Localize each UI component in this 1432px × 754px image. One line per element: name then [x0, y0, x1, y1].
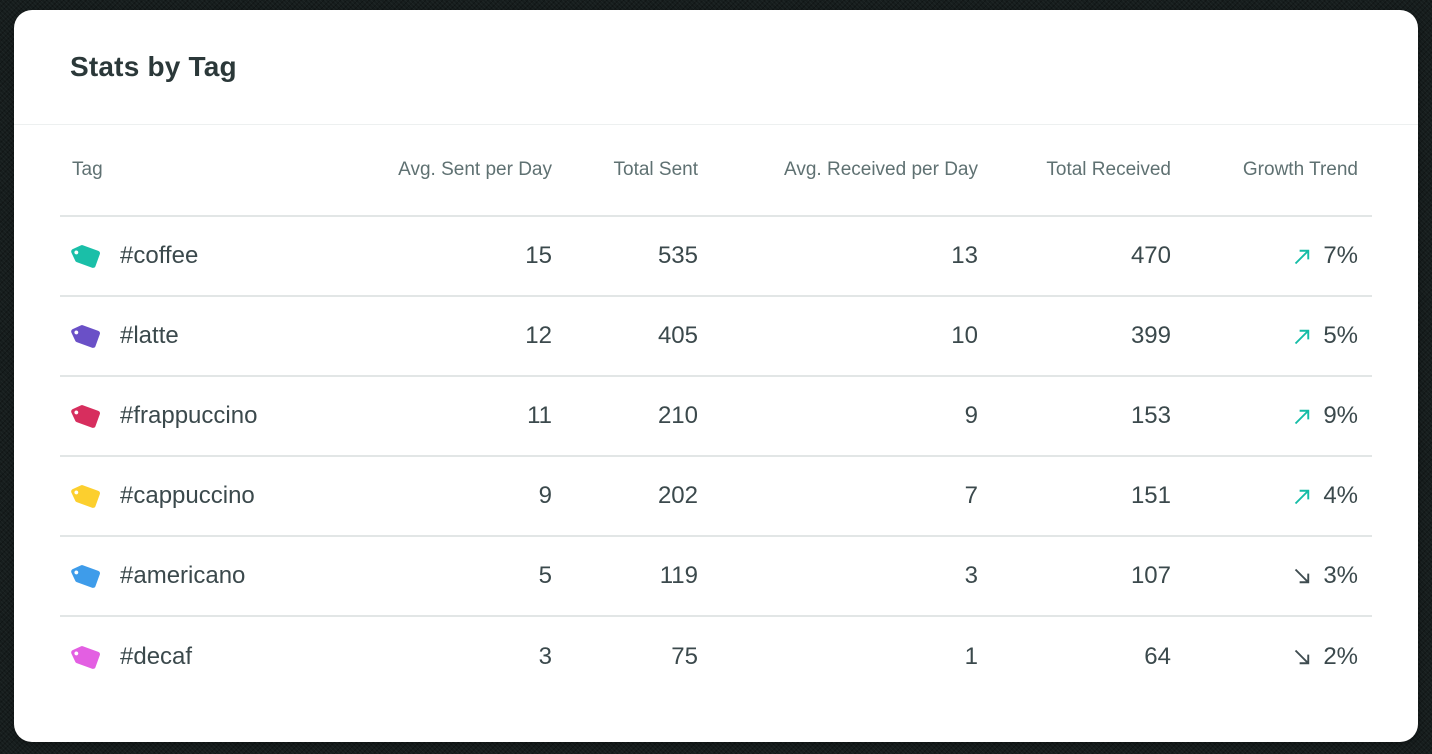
table-row: #cappuccino 9 202 7 151 4%: [60, 457, 1372, 537]
stats-table: Tag Avg. Sent per Day Total Sent Avg. Re…: [14, 125, 1418, 697]
table-row: #latte 12 405 10 399 5%: [60, 297, 1372, 377]
arrow-up-right-icon: [1291, 405, 1314, 428]
column-header-tag: Tag: [72, 159, 103, 180]
growth-trend-cell: 3%: [1171, 562, 1358, 590]
total-sent-value: 405: [657, 322, 698, 349]
arrow-up-right-icon: [1291, 485, 1314, 508]
tag-icon: [71, 561, 103, 592]
tag-label: #decaf: [120, 643, 193, 670]
arrow-down-right-icon: [1291, 646, 1314, 669]
table-row: #coffee 15 535 13 470 7%: [60, 217, 1372, 297]
tag-icon: [71, 401, 103, 432]
avg-received-per-day-value: 10: [951, 322, 978, 349]
growth-trend-cell: 4%: [1171, 482, 1358, 510]
arrow-down-right-icon: [1291, 565, 1314, 588]
total-sent-value: 535: [657, 242, 698, 269]
total-sent-value: 119: [659, 562, 698, 589]
column-header-total-sent: Total Sent: [613, 159, 699, 180]
total-received-value: 107: [1130, 562, 1171, 589]
column-header-total-received: Total Received: [1046, 159, 1171, 180]
trend-value: 2%: [1323, 643, 1358, 670]
table-row: #decaf 3 75 1 64 2%: [60, 617, 1372, 697]
tag-label: #frappuccino: [120, 402, 258, 429]
trend-value: 5%: [1323, 322, 1358, 349]
avg-received-per-day-value: 7: [964, 482, 978, 509]
total-received-value: 153: [1130, 402, 1171, 429]
tag-icon: [71, 321, 103, 352]
avg-received-per-day-value: 1: [964, 643, 978, 670]
total-sent-value: 210: [657, 402, 698, 429]
trend-value: 4%: [1323, 482, 1358, 509]
total-sent-value: 75: [671, 643, 698, 670]
trend-value: 9%: [1323, 402, 1358, 429]
avg-sent-per-day-value: 5: [538, 562, 552, 589]
tag-cell: #decaf: [71, 642, 362, 673]
table-header-row: Tag Avg. Sent per Day Total Sent Avg. Re…: [60, 125, 1372, 217]
avg-received-per-day-value: 13: [951, 242, 978, 269]
total-sent-value: 202: [657, 482, 698, 509]
avg-sent-per-day-value: 3: [538, 643, 552, 670]
tag-label: #coffee: [120, 242, 199, 269]
tag-label: #americano: [120, 562, 246, 589]
tag-cell: #coffee: [71, 241, 362, 272]
table-row: #frappuccino 11 210 9 153 9%: [60, 377, 1372, 457]
tag-icon: [71, 481, 103, 512]
avg-received-per-day-value: 9: [964, 402, 978, 429]
page-title: Stats by Tag: [70, 51, 237, 82]
column-header-avg-sent: Avg. Sent per Day: [398, 159, 552, 180]
avg-sent-per-day-value: 15: [525, 242, 552, 269]
tag-cell: #frappuccino: [71, 401, 362, 432]
tag-label: #latte: [120, 322, 179, 349]
total-received-value: 64: [1144, 643, 1171, 670]
column-header-growth-trend: Growth Trend: [1242, 159, 1358, 180]
tag-label: #cappuccino: [120, 482, 255, 509]
table-body: #coffee 15 535 13 470 7% #latte 12 405 1…: [60, 217, 1372, 697]
stats-card: Stats by Tag Tag Avg. Sent per Day Total…: [14, 10, 1418, 742]
total-received-value: 399: [1130, 322, 1171, 349]
tag-icon: [71, 241, 103, 272]
avg-sent-per-day-value: 11: [527, 402, 552, 429]
avg-sent-per-day-value: 9: [538, 482, 552, 509]
column-header-avg-received: Avg. Received per Day: [784, 159, 978, 180]
card-header: Stats by Tag: [14, 10, 1418, 125]
growth-trend-cell: 5%: [1171, 322, 1358, 350]
total-received-value: 470: [1130, 242, 1171, 269]
growth-trend-cell: 9%: [1171, 402, 1358, 430]
tag-icon: [71, 642, 103, 673]
trend-value: 3%: [1323, 562, 1358, 589]
arrow-up-right-icon: [1291, 325, 1314, 348]
tag-cell: #americano: [71, 561, 362, 592]
avg-received-per-day-value: 3: [964, 562, 978, 589]
table-row: #americano 5 119 3 107 3%: [60, 537, 1372, 617]
avg-sent-per-day-value: 12: [525, 322, 552, 349]
arrow-up-right-icon: [1291, 245, 1314, 268]
tag-cell: #latte: [71, 321, 362, 352]
trend-value: 7%: [1323, 242, 1358, 269]
growth-trend-cell: 7%: [1171, 242, 1358, 270]
tag-cell: #cappuccino: [71, 481, 362, 512]
total-received-value: 151: [1130, 482, 1171, 509]
growth-trend-cell: 2%: [1171, 643, 1358, 671]
